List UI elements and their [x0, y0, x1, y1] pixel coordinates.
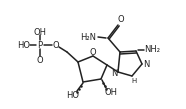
Text: HO: HO — [17, 41, 31, 49]
Text: OH: OH — [33, 27, 46, 37]
Text: H: H — [131, 78, 137, 84]
Text: H₂N: H₂N — [80, 32, 96, 42]
Text: O: O — [37, 55, 43, 65]
Text: HO: HO — [67, 90, 79, 100]
Text: O: O — [90, 48, 96, 56]
Text: O: O — [118, 15, 124, 25]
Text: P: P — [37, 41, 43, 49]
Text: N: N — [143, 60, 149, 68]
Text: N: N — [111, 68, 117, 77]
Text: NH₂: NH₂ — [144, 44, 160, 54]
Text: O: O — [53, 41, 59, 49]
Text: OH: OH — [105, 88, 118, 96]
